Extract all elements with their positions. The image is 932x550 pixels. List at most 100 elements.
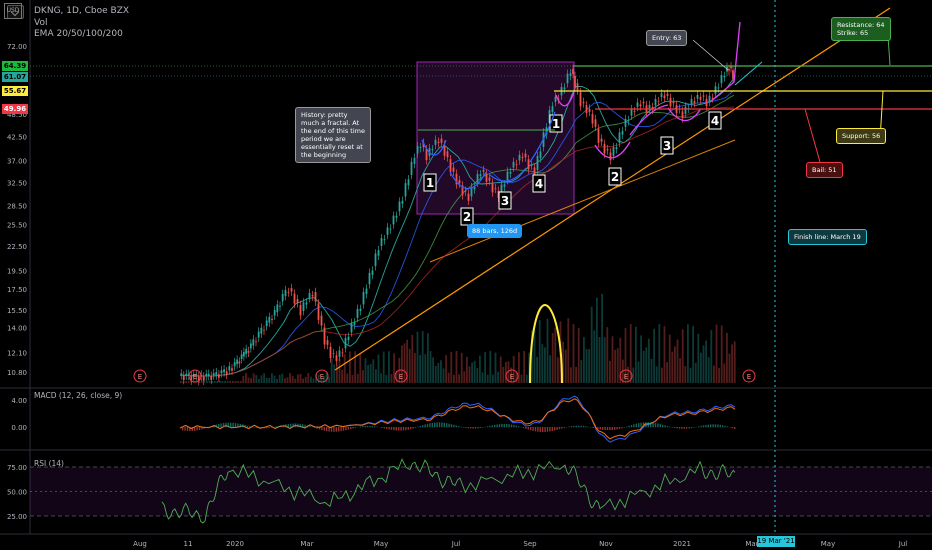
volume-bar <box>715 324 718 383</box>
candle-body <box>299 304 302 316</box>
volume-bar <box>255 375 258 383</box>
support-note[interactable]: Support: 56 <box>836 128 887 144</box>
volume-bar <box>263 373 265 383</box>
macd-histogram-bar <box>434 422 436 428</box>
candle-body <box>574 75 576 88</box>
volume-bar <box>434 365 437 383</box>
macd-histogram-bar <box>234 423 237 428</box>
volume-bar <box>343 354 346 383</box>
volume-bar <box>723 363 726 383</box>
macd-histogram-bar <box>688 427 690 429</box>
resistance-note[interactable]: Resistance: 64 Strike: 65 <box>831 17 891 41</box>
candle-body <box>281 294 284 302</box>
candle-body <box>413 157 416 164</box>
wave-number-box <box>608 167 622 186</box>
candle-body <box>185 373 188 376</box>
history-line: period we are <box>301 135 346 143</box>
y-tick-label: 25.50 <box>7 221 27 229</box>
macd-histogram-bar <box>575 425 577 428</box>
volume-bar <box>481 372 484 383</box>
macd-histogram-bar <box>642 422 645 428</box>
candle-body <box>660 93 663 98</box>
macd-histogram-bar <box>448 423 450 428</box>
macd-histogram-bar <box>597 427 599 429</box>
macd-histogram-bar <box>242 424 244 428</box>
macd-histogram-bar <box>594 427 597 429</box>
volume-bar <box>385 374 388 383</box>
candle-body <box>202 376 205 381</box>
volume-bar <box>187 381 190 383</box>
candle-body <box>648 104 651 109</box>
candle-body <box>255 341 257 343</box>
currency-label[interactable]: USD <box>4 3 22 19</box>
macd-histogram-bar <box>525 427 527 429</box>
entry-callout-line <box>692 39 729 71</box>
macd-histogram-bar <box>635 423 637 428</box>
volume-bar <box>460 352 463 383</box>
macd-histogram-bar <box>335 427 337 432</box>
volume-bar <box>359 353 362 383</box>
candle-body <box>386 227 389 235</box>
candle-body <box>464 190 467 192</box>
candle-body <box>576 83 579 91</box>
ema-label: EMA 20/50/100/200 <box>34 29 123 39</box>
symbol-line[interactable]: DKNG, 1D, Cboe BZX <box>34 6 130 16</box>
volume-bar <box>291 376 294 383</box>
macd-histogram-bar <box>539 427 541 432</box>
candle-body <box>323 327 326 345</box>
axes: 72.00 48.50 42.50 37.00 32.50 28.50 25.50 22.50… <box>7 43 907 548</box>
macd-histogram-bar <box>333 427 335 432</box>
rsi-title: RSI (14) <box>34 459 64 468</box>
candle-body <box>233 362 236 367</box>
volume-bar <box>437 362 440 383</box>
macd-histogram-bar <box>186 427 189 431</box>
candle-body <box>482 169 485 172</box>
macd-histogram-bar <box>561 427 563 429</box>
candle-body <box>317 303 320 320</box>
candle-body <box>182 375 185 380</box>
candle-body <box>449 159 452 172</box>
y-tick-label: 37.00 <box>7 157 27 165</box>
candle-body <box>527 159 530 170</box>
volume-bar <box>367 364 369 383</box>
candle-body <box>425 149 428 161</box>
x-tick-label: 2021 <box>673 540 691 548</box>
macd-histogram-bar <box>503 423 505 428</box>
volume-bar <box>492 374 494 383</box>
finish-note[interactable]: Finish line: March 19 <box>788 229 867 245</box>
entry-note[interactable]: Entry: 63 <box>646 30 688 46</box>
macd-histogram-bar <box>546 427 549 432</box>
macd-histogram-bar <box>455 425 457 428</box>
volume-bar <box>689 367 692 383</box>
volume-bar <box>663 326 666 383</box>
macd-histogram-bar <box>441 422 443 428</box>
macd-histogram-bar <box>393 427 395 431</box>
candle-body <box>392 215 395 225</box>
macd-histogram-bar <box>669 426 671 428</box>
x-tick-label: Jul <box>451 540 461 548</box>
earnings-marker-circle <box>394 369 408 383</box>
volume-bar <box>242 375 245 383</box>
wave-number: 2 <box>463 210 471 224</box>
candle-body <box>530 165 533 166</box>
macd-histogram-bar <box>501 423 503 428</box>
history-note[interactable]: History: pretty much a fractal. At the e… <box>295 107 371 163</box>
volume-bar <box>414 353 416 383</box>
volume-bar <box>468 366 471 383</box>
wave-number: 1 <box>552 117 560 131</box>
bail-note[interactable]: Bail: 51 <box>806 162 843 178</box>
macd-histogram-bar <box>544 427 546 433</box>
history-line: much a fractal. At <box>301 119 360 127</box>
macd-histogram-bar <box>278 425 280 428</box>
volume-bar <box>250 378 252 383</box>
macd-histogram-bar <box>345 427 347 431</box>
volume-bar <box>614 349 616 383</box>
volume-bar <box>416 331 419 383</box>
macd-histogram-bar <box>364 425 366 428</box>
volume-bar <box>268 377 271 383</box>
volume-bar <box>463 371 466 383</box>
macd-histogram-bar <box>232 422 234 428</box>
macd-histogram-bar <box>342 427 345 431</box>
volume-bar <box>323 376 325 383</box>
